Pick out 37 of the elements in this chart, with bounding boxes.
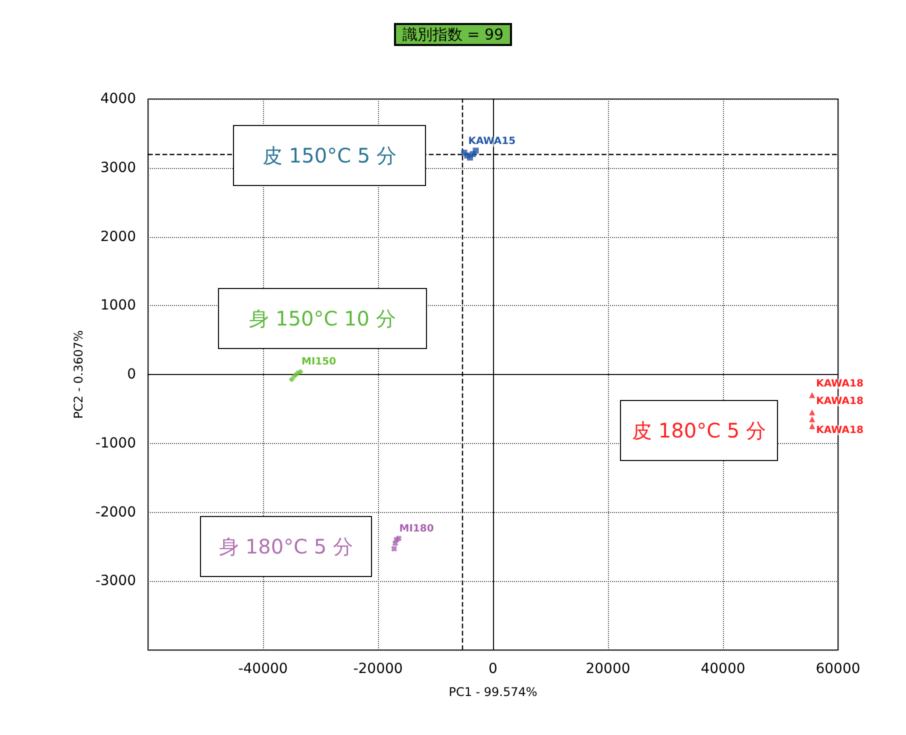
annotation: MI150 bbox=[302, 356, 336, 368]
x-tick-label: 60000 bbox=[816, 661, 860, 677]
y-tick-label: 3000 bbox=[100, 160, 136, 176]
annotation: KAWA18 bbox=[816, 378, 864, 390]
x-tick-label: -40000 bbox=[238, 661, 288, 677]
point bbox=[396, 535, 402, 542]
point bbox=[391, 546, 398, 552]
y-tick-label: -3000 bbox=[95, 573, 136, 590]
y-tick-label: -1000 bbox=[95, 435, 136, 452]
annotation: 身 150°C 10 分 bbox=[249, 306, 396, 330]
y-tick-label: 1000 bbox=[100, 298, 136, 314]
annotation: MI180 bbox=[399, 523, 434, 534]
point bbox=[472, 148, 479, 154]
chart-title: 識別指数 = 99 bbox=[402, 26, 504, 44]
annotation: KAWA18 bbox=[816, 396, 864, 407]
point bbox=[809, 423, 816, 430]
y-tick-label: 4000 bbox=[100, 91, 136, 107]
x-tick-label: 20000 bbox=[586, 661, 630, 677]
x-tick-label: 40000 bbox=[700, 661, 746, 677]
annotation: 身 180°C 5 分 bbox=[219, 534, 353, 558]
x-tick-label: -20000 bbox=[353, 661, 403, 677]
y-tick-label: 0 bbox=[127, 366, 136, 382]
point bbox=[809, 416, 816, 422]
x-tick-label: 0 bbox=[488, 661, 498, 677]
y-tick-label: -2000 bbox=[95, 504, 136, 520]
annotation: KAWA15 bbox=[468, 136, 516, 148]
annotation: 皮 150°C 5 分 bbox=[262, 144, 396, 168]
point bbox=[297, 368, 304, 375]
point bbox=[809, 392, 816, 398]
y-axis-title: PC2 - 0.3607% bbox=[71, 330, 86, 419]
annotation: 皮 180°C 5 分 bbox=[632, 418, 766, 442]
point bbox=[288, 376, 295, 382]
annotation: KAWA18 bbox=[816, 424, 864, 436]
point bbox=[292, 372, 298, 379]
y-tick-label: 2000 bbox=[100, 228, 136, 245]
point bbox=[809, 409, 816, 416]
x-axis-title: PC1 - 99.574% bbox=[448, 685, 538, 699]
